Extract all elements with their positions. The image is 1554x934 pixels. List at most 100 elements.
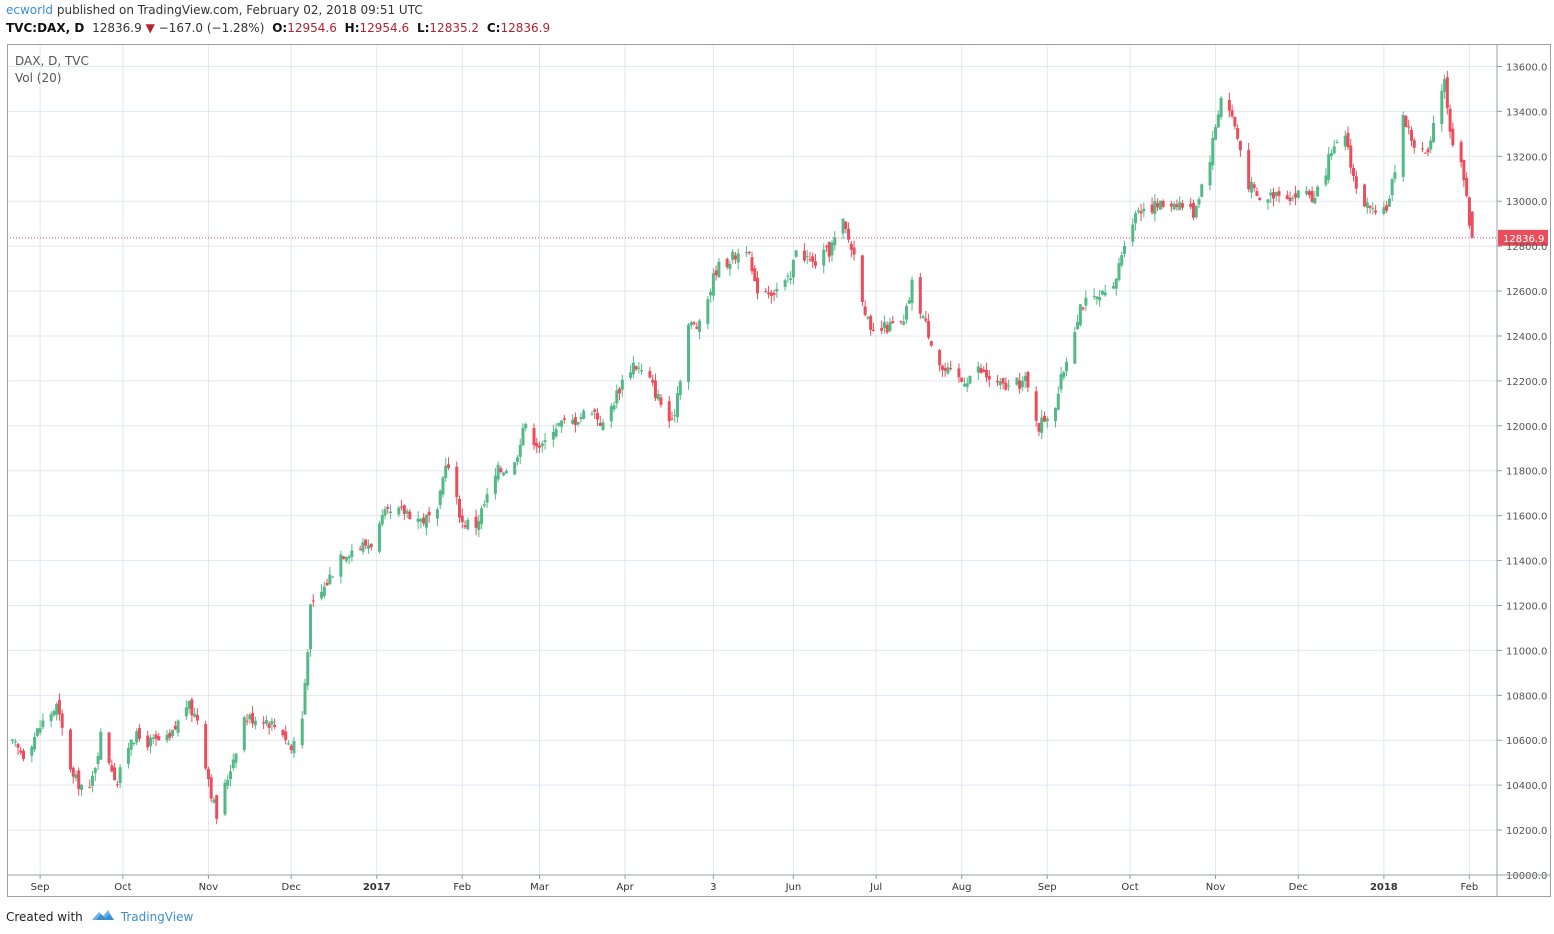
candle-body	[154, 734, 158, 739]
candle-body	[538, 445, 542, 448]
chart-area[interactable]: 12836.9 13600.0 13400.0 13200.0 13000.0 1280…	[7, 44, 1551, 897]
candle-body	[921, 316, 925, 319]
candle-body	[733, 255, 737, 260]
candle-body	[173, 725, 177, 730]
candle-body	[1136, 210, 1140, 212]
candle-body	[543, 440, 547, 443]
candle-body	[656, 394, 660, 400]
candle-body	[212, 799, 216, 803]
candle-body	[1211, 137, 1215, 166]
candle-body	[1352, 167, 1356, 176]
candle-body	[405, 510, 409, 514]
footer: Created with TradingView	[6, 908, 193, 925]
y-tick-label: 13200.0	[1506, 152, 1547, 163]
candle-body	[226, 779, 230, 786]
candle-body	[1429, 140, 1433, 150]
candle-body	[300, 718, 304, 746]
candle-body	[811, 256, 815, 262]
candle-body	[444, 465, 448, 478]
candle-body	[918, 277, 922, 314]
candle-body	[631, 362, 635, 375]
candle-body	[711, 273, 715, 296]
candle-body	[1285, 195, 1289, 200]
candle-body	[847, 228, 851, 240]
candle-body	[13, 741, 17, 743]
candle-body	[692, 322, 696, 325]
candle-body	[284, 731, 288, 740]
candle-body	[709, 291, 713, 296]
candle-body	[458, 498, 462, 518]
candle-body	[16, 743, 20, 748]
candle-body	[1134, 213, 1138, 224]
candle-body	[1390, 179, 1394, 196]
candle-body	[653, 380, 657, 399]
x-tick-label: Aug	[952, 882, 972, 893]
open-value: 12954.6	[287, 21, 337, 35]
candle-body	[1296, 190, 1300, 198]
candle-body	[1374, 210, 1378, 213]
candle-body	[311, 600, 315, 602]
candle-body	[1274, 191, 1278, 197]
candle-body	[303, 683, 307, 715]
candle-body	[1233, 116, 1237, 127]
candle-body	[1385, 205, 1389, 211]
candle-body	[206, 768, 210, 780]
candle-body	[532, 427, 536, 446]
candle-body	[910, 279, 914, 304]
candle-body	[1054, 408, 1058, 421]
candle-body	[402, 505, 406, 514]
candle-body	[1421, 148, 1424, 150]
candle-body	[427, 511, 431, 516]
author-link[interactable]: ecworld	[6, 3, 54, 17]
candle-body	[74, 774, 78, 779]
candle-body	[416, 518, 420, 522]
candle-body	[579, 417, 583, 419]
y-tick-label: 13600.0	[1506, 62, 1547, 73]
y-tick-label: 12400.0	[1506, 332, 1547, 343]
price-chart-svg[interactable]: 12836.9 13600.0 13400.0 13200.0 13000.0 1280…	[7, 44, 1551, 897]
candle-body	[1095, 296, 1099, 300]
low-value: 12835.2	[429, 21, 480, 35]
candle-body	[1042, 415, 1046, 422]
x-tick-label: Apr	[616, 882, 634, 893]
candle-body	[446, 464, 450, 468]
candle-body	[504, 471, 508, 474]
candle-body	[1255, 191, 1259, 197]
candle-body	[772, 293, 776, 295]
candle-body	[1040, 417, 1044, 433]
candle-body	[808, 259, 812, 261]
x-tick-label: 2018	[1370, 882, 1398, 893]
candle-body	[129, 739, 133, 750]
tradingview-brand-link[interactable]: TradingView	[120, 909, 194, 924]
candle-body	[209, 777, 213, 799]
candle-body	[1062, 372, 1066, 378]
y-tick-label: 11000.0	[1506, 646, 1547, 657]
y-tick-label: 11200.0	[1506, 601, 1547, 612]
candle-body	[1156, 203, 1160, 208]
last-price: 12836.9	[92, 21, 142, 35]
x-tick-label: Feb	[453, 882, 471, 893]
candle-body	[1142, 208, 1146, 212]
tradingview-logo-icon[interactable]	[91, 908, 115, 925]
candle-body	[157, 736, 161, 741]
candle-body	[744, 252, 748, 254]
candle-body	[1440, 90, 1444, 125]
candle-body	[325, 583, 329, 586]
candle-body	[882, 322, 886, 329]
close-value: 12836.9	[500, 21, 551, 35]
candle-body	[146, 735, 150, 748]
candle-body	[1059, 374, 1063, 390]
y-tick-label: 10800.0	[1506, 691, 1547, 702]
chart-grid	[7, 44, 1497, 876]
candle-body	[1084, 297, 1088, 306]
x-tick-label: Nov	[1206, 882, 1226, 893]
candle-body	[1365, 202, 1369, 208]
candle-body	[502, 472, 506, 476]
candle-body	[1462, 160, 1466, 181]
candle-body	[1180, 203, 1184, 208]
candle-body	[557, 422, 561, 426]
candle-body	[322, 586, 326, 597]
candlestick-series	[11, 70, 1474, 825]
x-tick-label: Oct	[1121, 882, 1138, 893]
y-tick-label: 12200.0	[1506, 377, 1547, 388]
